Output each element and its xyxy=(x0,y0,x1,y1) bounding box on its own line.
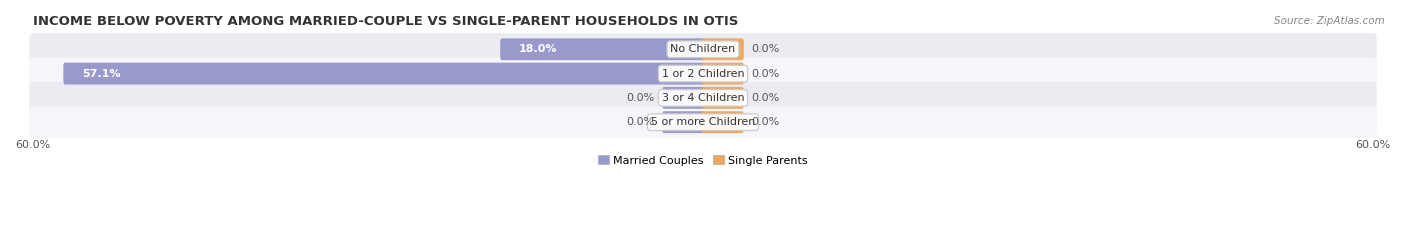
FancyBboxPatch shape xyxy=(63,63,704,85)
Text: 0.0%: 0.0% xyxy=(627,93,655,103)
Text: 0.0%: 0.0% xyxy=(627,117,655,127)
Legend: Married Couples, Single Parents: Married Couples, Single Parents xyxy=(593,151,813,170)
FancyBboxPatch shape xyxy=(702,38,744,60)
Text: 18.0%: 18.0% xyxy=(519,44,557,54)
FancyBboxPatch shape xyxy=(702,111,744,133)
Text: 1 or 2 Children: 1 or 2 Children xyxy=(662,69,744,79)
Text: 0.0%: 0.0% xyxy=(751,69,779,79)
FancyBboxPatch shape xyxy=(501,38,704,60)
FancyBboxPatch shape xyxy=(662,87,704,109)
Text: 3 or 4 Children: 3 or 4 Children xyxy=(662,93,744,103)
FancyBboxPatch shape xyxy=(30,33,1376,65)
FancyBboxPatch shape xyxy=(30,106,1376,138)
Text: 5 or more Children: 5 or more Children xyxy=(651,117,755,127)
Text: Source: ZipAtlas.com: Source: ZipAtlas.com xyxy=(1274,16,1385,26)
Text: INCOME BELOW POVERTY AMONG MARRIED-COUPLE VS SINGLE-PARENT HOUSEHOLDS IN OTIS: INCOME BELOW POVERTY AMONG MARRIED-COUPL… xyxy=(32,15,738,28)
Text: 57.1%: 57.1% xyxy=(82,69,121,79)
Text: 0.0%: 0.0% xyxy=(751,44,779,54)
FancyBboxPatch shape xyxy=(30,58,1376,90)
FancyBboxPatch shape xyxy=(30,82,1376,114)
FancyBboxPatch shape xyxy=(662,111,704,133)
FancyBboxPatch shape xyxy=(702,63,744,85)
Text: 0.0%: 0.0% xyxy=(751,117,779,127)
Text: 0.0%: 0.0% xyxy=(751,93,779,103)
FancyBboxPatch shape xyxy=(702,87,744,109)
Text: No Children: No Children xyxy=(671,44,735,54)
